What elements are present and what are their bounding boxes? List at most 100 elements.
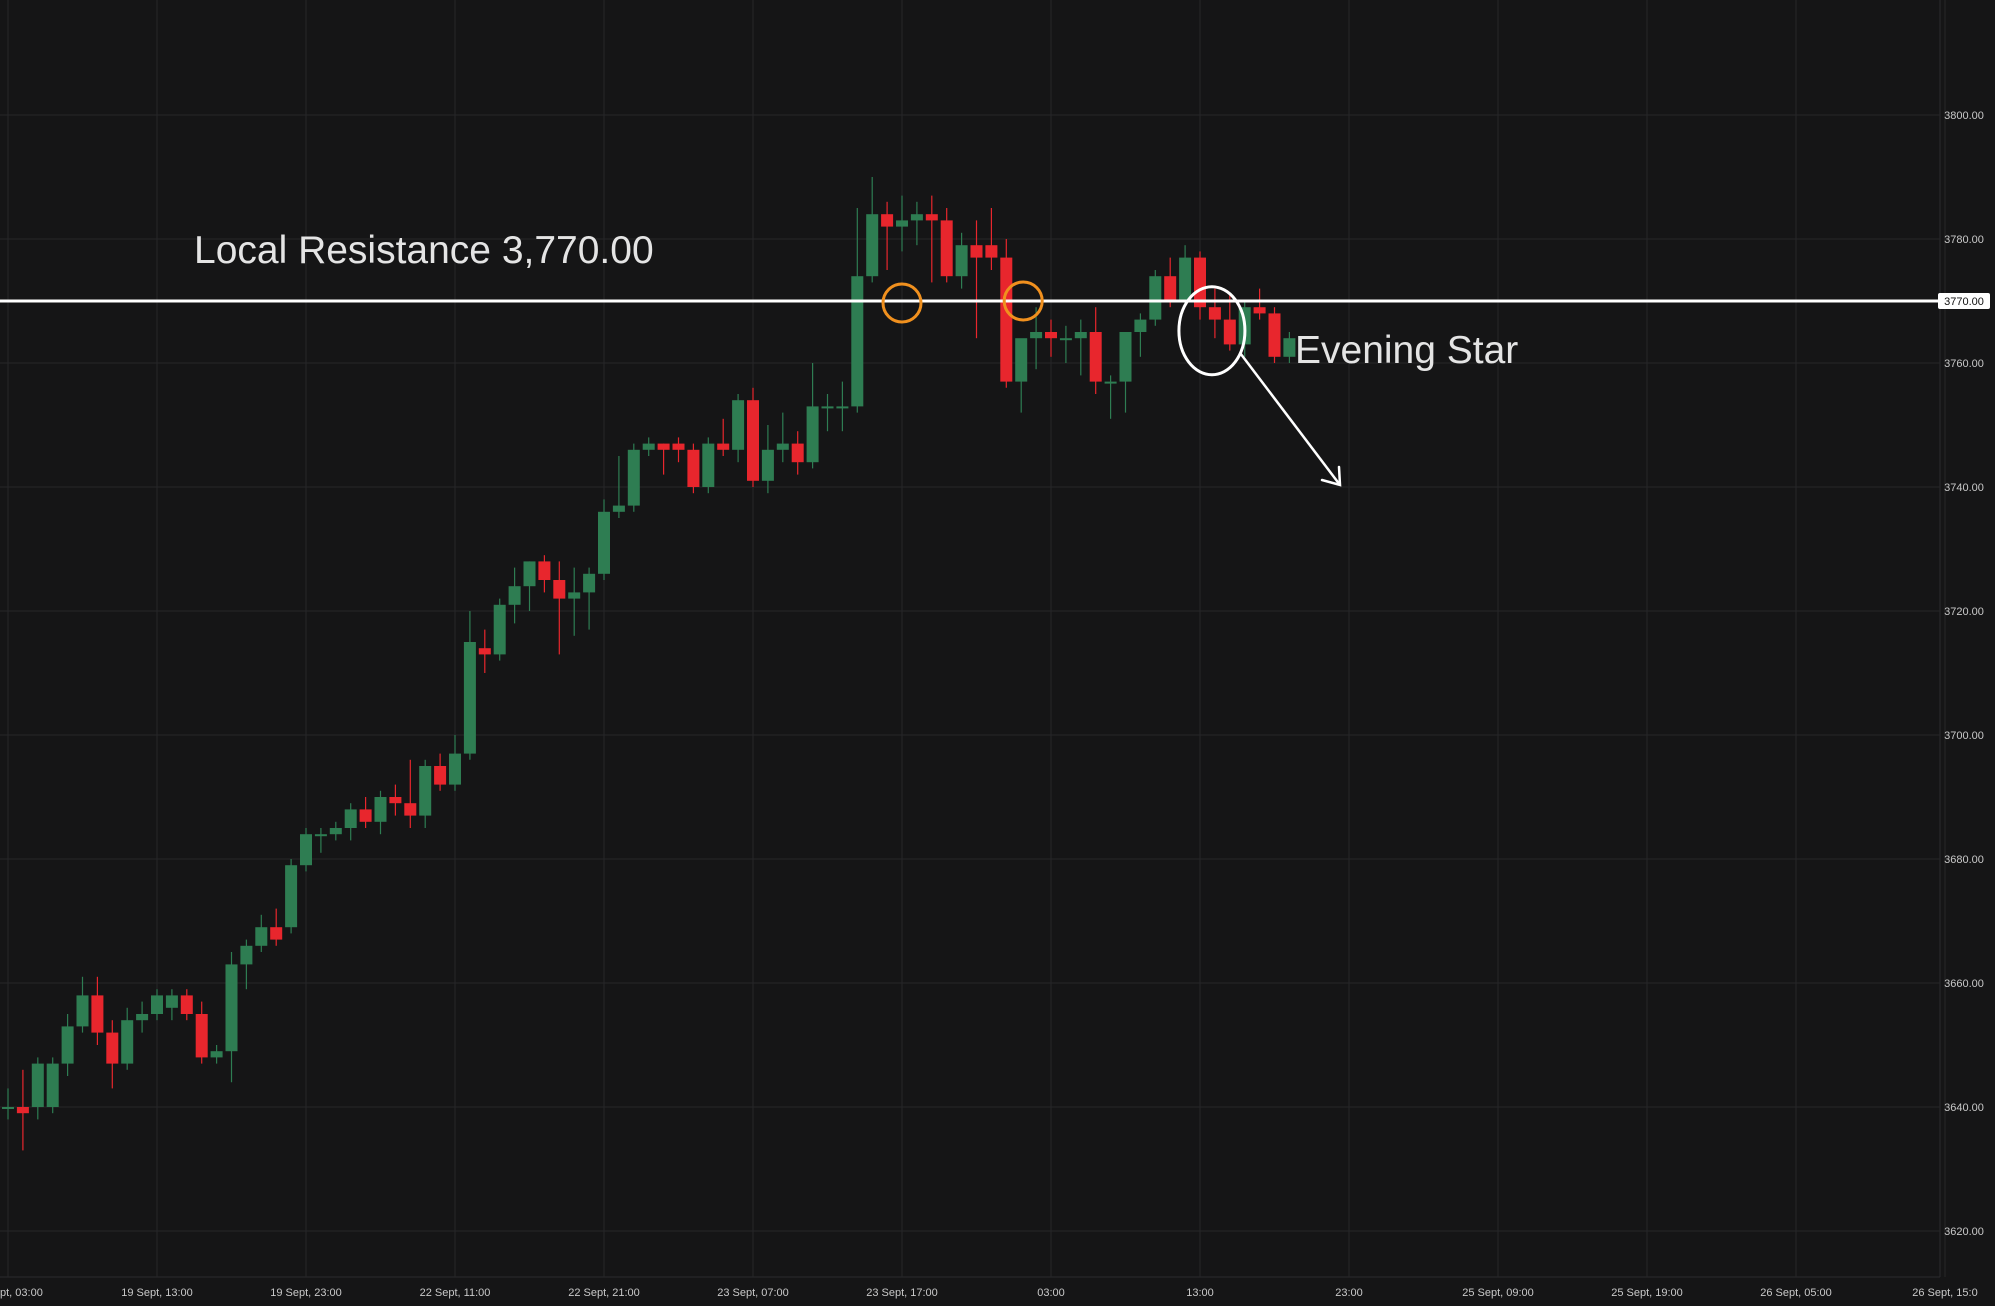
x-tick-label: 26 Sept, 05:00 (1760, 1287, 1832, 1299)
candle-body-up (583, 573, 596, 593)
y-tick-label: 3660.00 (1944, 978, 1984, 990)
candle-body-down (940, 220, 953, 277)
candle-body-down (106, 1032, 119, 1064)
candle-body-up (329, 828, 342, 835)
y-tick-label: 3680.00 (1944, 854, 1984, 866)
candle-body-down (359, 809, 372, 822)
x-tick-label: 25 Sept, 09:00 (1462, 1287, 1534, 1299)
candle-body-up (374, 797, 387, 822)
candle-body-up (1074, 332, 1087, 339)
candle-body-down (434, 766, 447, 785)
candle-body-up (1104, 381, 1117, 384)
candle-layer (2, 177, 1296, 1151)
candle-body-down (389, 797, 402, 804)
y-tick-label: 3720.00 (1944, 606, 1984, 618)
x-tick-label: 22 Sept, 11:00 (420, 1287, 491, 1299)
candle-body-up (151, 995, 163, 1014)
candle-body-down (16, 1107, 29, 1114)
candle-body-down (1268, 313, 1281, 357)
candle-body-down (1194, 257, 1206, 308)
candle-body-up (300, 834, 312, 866)
candle-body-down (791, 443, 804, 463)
y-tick-label: 3760.00 (1944, 358, 1984, 370)
candle-body-up (1179, 257, 1192, 301)
x-tick-label: 23:00 (1335, 1287, 1363, 1299)
y-tick-label: 3800.00 (1944, 110, 1984, 122)
candle-body-up (344, 809, 357, 828)
candle-body-up (910, 214, 923, 221)
candle-body-up (210, 1051, 223, 1058)
candle-body-up (2, 1107, 14, 1109)
candle-body-down (985, 245, 998, 258)
candle-body-down (1164, 276, 1177, 301)
x-tick-label: pt, 03:00 (0, 1287, 43, 1299)
candle-body-up (493, 604, 506, 655)
candle-body-down (970, 245, 983, 258)
candle-body-up (642, 443, 655, 450)
x-axis: pt, 03:00 19 Sept, 13:00 19 Sept, 23:00 22 … (0, 1287, 1978, 1299)
candle-body-down (747, 400, 759, 481)
x-tick-label: 13:00 (1186, 1287, 1214, 1299)
y-tick-label: 3640.00 (1944, 1102, 1984, 1114)
candle-body-down (1253, 307, 1266, 314)
y-axis: 3800.00 3780.00 3760.00 3740.00 3720.00 3700.… (1944, 110, 1984, 1238)
candle-body-up (508, 586, 521, 605)
evening-star-highlight (1177, 285, 1247, 377)
candle-body-up (1149, 276, 1162, 320)
x-tick-label: 19 Sept, 13:00 (121, 1287, 193, 1299)
x-tick-label: 23 Sept, 07:00 (717, 1287, 789, 1299)
candle-body-down (1208, 307, 1221, 320)
candle-body-up (1059, 338, 1072, 341)
candle-body-up (1030, 332, 1043, 339)
candle-body-up (46, 1063, 59, 1107)
x-tick-label: 22 Sept, 21:00 (568, 1287, 640, 1299)
candle-body-up (836, 406, 849, 409)
candle-body-down (404, 803, 417, 816)
candle-body-up (240, 945, 253, 965)
candle-body-up (76, 995, 89, 1027)
candle-body-up (314, 834, 327, 837)
candle-body-down (538, 561, 551, 580)
candle-body-down (270, 927, 283, 940)
candle-body-down (925, 214, 938, 221)
x-tick-label: 19 Sept, 23:00 (270, 1287, 342, 1299)
candle-body-down (553, 580, 566, 599)
candle-body-up (1134, 319, 1147, 332)
candle-body-up (61, 1026, 74, 1064)
grid-layer (0, 0, 1946, 1278)
candle-body-up (761, 449, 774, 481)
candle-body-up (255, 927, 268, 946)
candle-body-up (165, 995, 178, 1008)
candle-body-up (612, 505, 625, 512)
resistance-price-tag-text: 3770.00 (1944, 296, 1984, 308)
resistance-label: Local Resistance 3,770.00 (194, 229, 654, 272)
candle-body-up (955, 245, 968, 277)
y-tick-label: 3620.00 (1944, 1226, 1984, 1238)
candle-body-up (136, 1014, 149, 1021)
candle-body-up (851, 276, 864, 407)
candle-body-down (657, 443, 670, 450)
candle-body-up (449, 753, 461, 785)
resistance-touch-marker (881, 282, 923, 324)
candle-body-up (776, 443, 789, 450)
candle-body-down (180, 995, 193, 1014)
candle-body-down (478, 648, 491, 655)
candle-body-up (1015, 338, 1028, 382)
marker-layer (881, 280, 1342, 487)
candle-body-up (31, 1063, 44, 1107)
y-tick-label: 3700.00 (1944, 730, 1984, 742)
candle-body-down (687, 449, 700, 487)
candle-body-down (195, 1014, 208, 1058)
candle-body-down (1089, 332, 1102, 382)
resistance-price-tag (1938, 293, 1990, 309)
y-tick-label: 3780.00 (1944, 234, 1984, 246)
candle-body-up (121, 1020, 134, 1064)
candle-body-up (821, 406, 834, 409)
x-tick-label: 26 Sept, 15:0 (1912, 1287, 1977, 1299)
candle-body-down (91, 995, 104, 1033)
candle-body-up (1283, 338, 1296, 357)
y-tick-label: 3740.00 (1944, 482, 1984, 494)
candle-body-up (866, 214, 879, 277)
